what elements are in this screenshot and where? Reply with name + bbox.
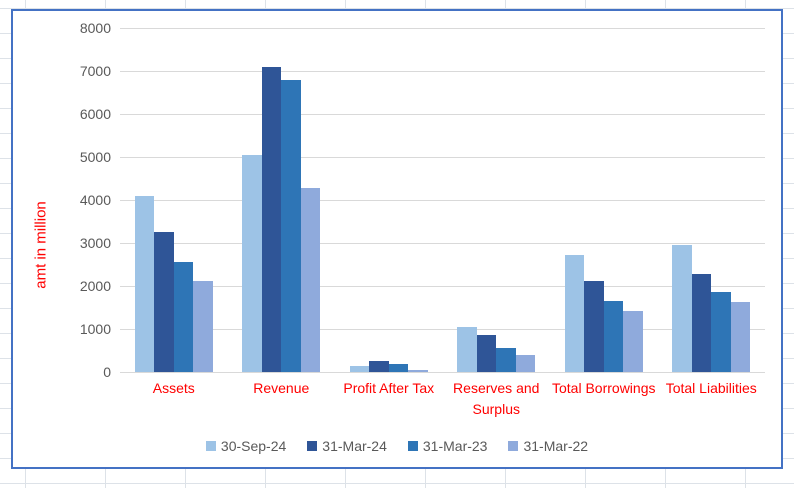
bar-31-Mar-23[interactable] — [711, 291, 731, 372]
bar-31-Mar-23[interactable] — [173, 262, 194, 372]
legend-item-31-Mar-23[interactable]: 31-Mar-23 — [407, 438, 488, 454]
y-tick-label: 1000 — [79, 321, 111, 337]
bar-31-Mar-23[interactable] — [603, 300, 624, 372]
legend-label: 30-Sep-24 — [220, 438, 287, 454]
bar-31-Mar-22[interactable] — [300, 187, 321, 372]
y-tick-label: 8000 — [79, 20, 111, 36]
gridline — [120, 372, 765, 373]
gridline — [120, 71, 765, 72]
bar-31-Mar-24[interactable] — [691, 274, 712, 372]
category-label: Revenue — [253, 380, 310, 396]
bar-30-Sep-24[interactable] — [242, 154, 262, 372]
bar-group-assets — [120, 28, 228, 372]
y-tick-label: 0 — [103, 364, 111, 380]
bar-31-Mar-24[interactable] — [261, 66, 282, 372]
bar-31-Mar-23[interactable] — [281, 80, 301, 372]
bar-30-Sep-24[interactable] — [349, 365, 370, 372]
y-tick-label: 5000 — [79, 149, 111, 165]
legend-item-30-Sep-24[interactable]: 30-Sep-24 — [205, 438, 287, 454]
bars-layer — [120, 28, 765, 372]
bar-30-Sep-24[interactable] — [564, 254, 585, 372]
bar-31-Mar-22[interactable] — [408, 370, 428, 372]
bar-30-Sep-24[interactable] — [672, 244, 692, 372]
legend-label: 31-Mar-23 — [422, 438, 488, 454]
category-label: Total Borrowings — [552, 380, 656, 396]
bar-31-Mar-22[interactable] — [193, 280, 213, 372]
y-tick-label: 3000 — [79, 235, 111, 251]
bar-31-Mar-22[interactable] — [623, 311, 643, 372]
gridline — [120, 157, 765, 158]
gridline — [120, 28, 765, 29]
bar-31-Mar-24[interactable] — [369, 360, 389, 372]
bar-31-Mar-23[interactable] — [496, 347, 516, 372]
chart-legend: 30-Sep-24 31-Mar-24 31-Mar-23 31-Mar-22 — [13, 437, 781, 455]
legend-marker-icon — [508, 441, 519, 451]
gridline — [120, 243, 765, 244]
legend-item-31-Mar-22[interactable]: 31-Mar-22 — [508, 438, 588, 454]
y-tick-label: 6000 — [79, 106, 111, 122]
bar-group-revenue — [228, 28, 336, 372]
bar-group-total-borrowings — [550, 28, 658, 372]
category-label: Profit After Tax — [343, 380, 435, 396]
bar-31-Mar-24[interactable] — [584, 281, 604, 372]
gridline — [120, 200, 765, 201]
y-axis-title: amt in million — [32, 201, 50, 289]
x-axis-labels: Assets Revenue Profit After Tax Reserves an… — [120, 378, 765, 420]
gridline — [120, 329, 765, 330]
bar-group-reserves-and-surplus — [443, 28, 551, 372]
legend-label: 31-Mar-22 — [523, 438, 589, 454]
y-tick-label: 4000 — [79, 192, 111, 208]
legend-item-31-Mar-24[interactable]: 31-Mar-24 — [307, 438, 387, 454]
bar-31-Mar-22[interactable] — [730, 302, 751, 372]
chart-frame[interactable]: amt in million 0 1000 2000 3000 4000 5000 6000… — [11, 9, 783, 469]
bar-30-Sep-24[interactable] — [134, 195, 155, 372]
category-label: Reserves and Surplus — [453, 380, 540, 417]
plot-area: 0 1000 2000 3000 4000 5000 6000 7000 8000 — [80, 20, 765, 380]
bar-31-Mar-24[interactable] — [154, 232, 174, 372]
gridline — [120, 114, 765, 115]
bar-group-profit-after-tax — [335, 28, 443, 372]
legend-marker-icon — [307, 441, 318, 451]
legend-marker-icon — [407, 441, 418, 451]
bar-31-Mar-24[interactable] — [476, 335, 497, 372]
category-label: Total Liabilities — [665, 380, 757, 396]
y-tick-label: 7000 — [79, 63, 111, 79]
gridline — [120, 286, 765, 287]
bar-31-Mar-23[interactable] — [388, 364, 409, 372]
bar-30-Sep-24[interactable] — [457, 326, 477, 372]
legend-label: 31-Mar-24 — [322, 438, 387, 454]
category-label: Assets — [152, 380, 195, 396]
bar-31-Mar-22[interactable] — [515, 355, 536, 372]
bar-group-total-liabilities — [658, 28, 766, 372]
legend-marker-icon — [205, 441, 216, 451]
y-tick-label: 2000 — [79, 278, 111, 294]
